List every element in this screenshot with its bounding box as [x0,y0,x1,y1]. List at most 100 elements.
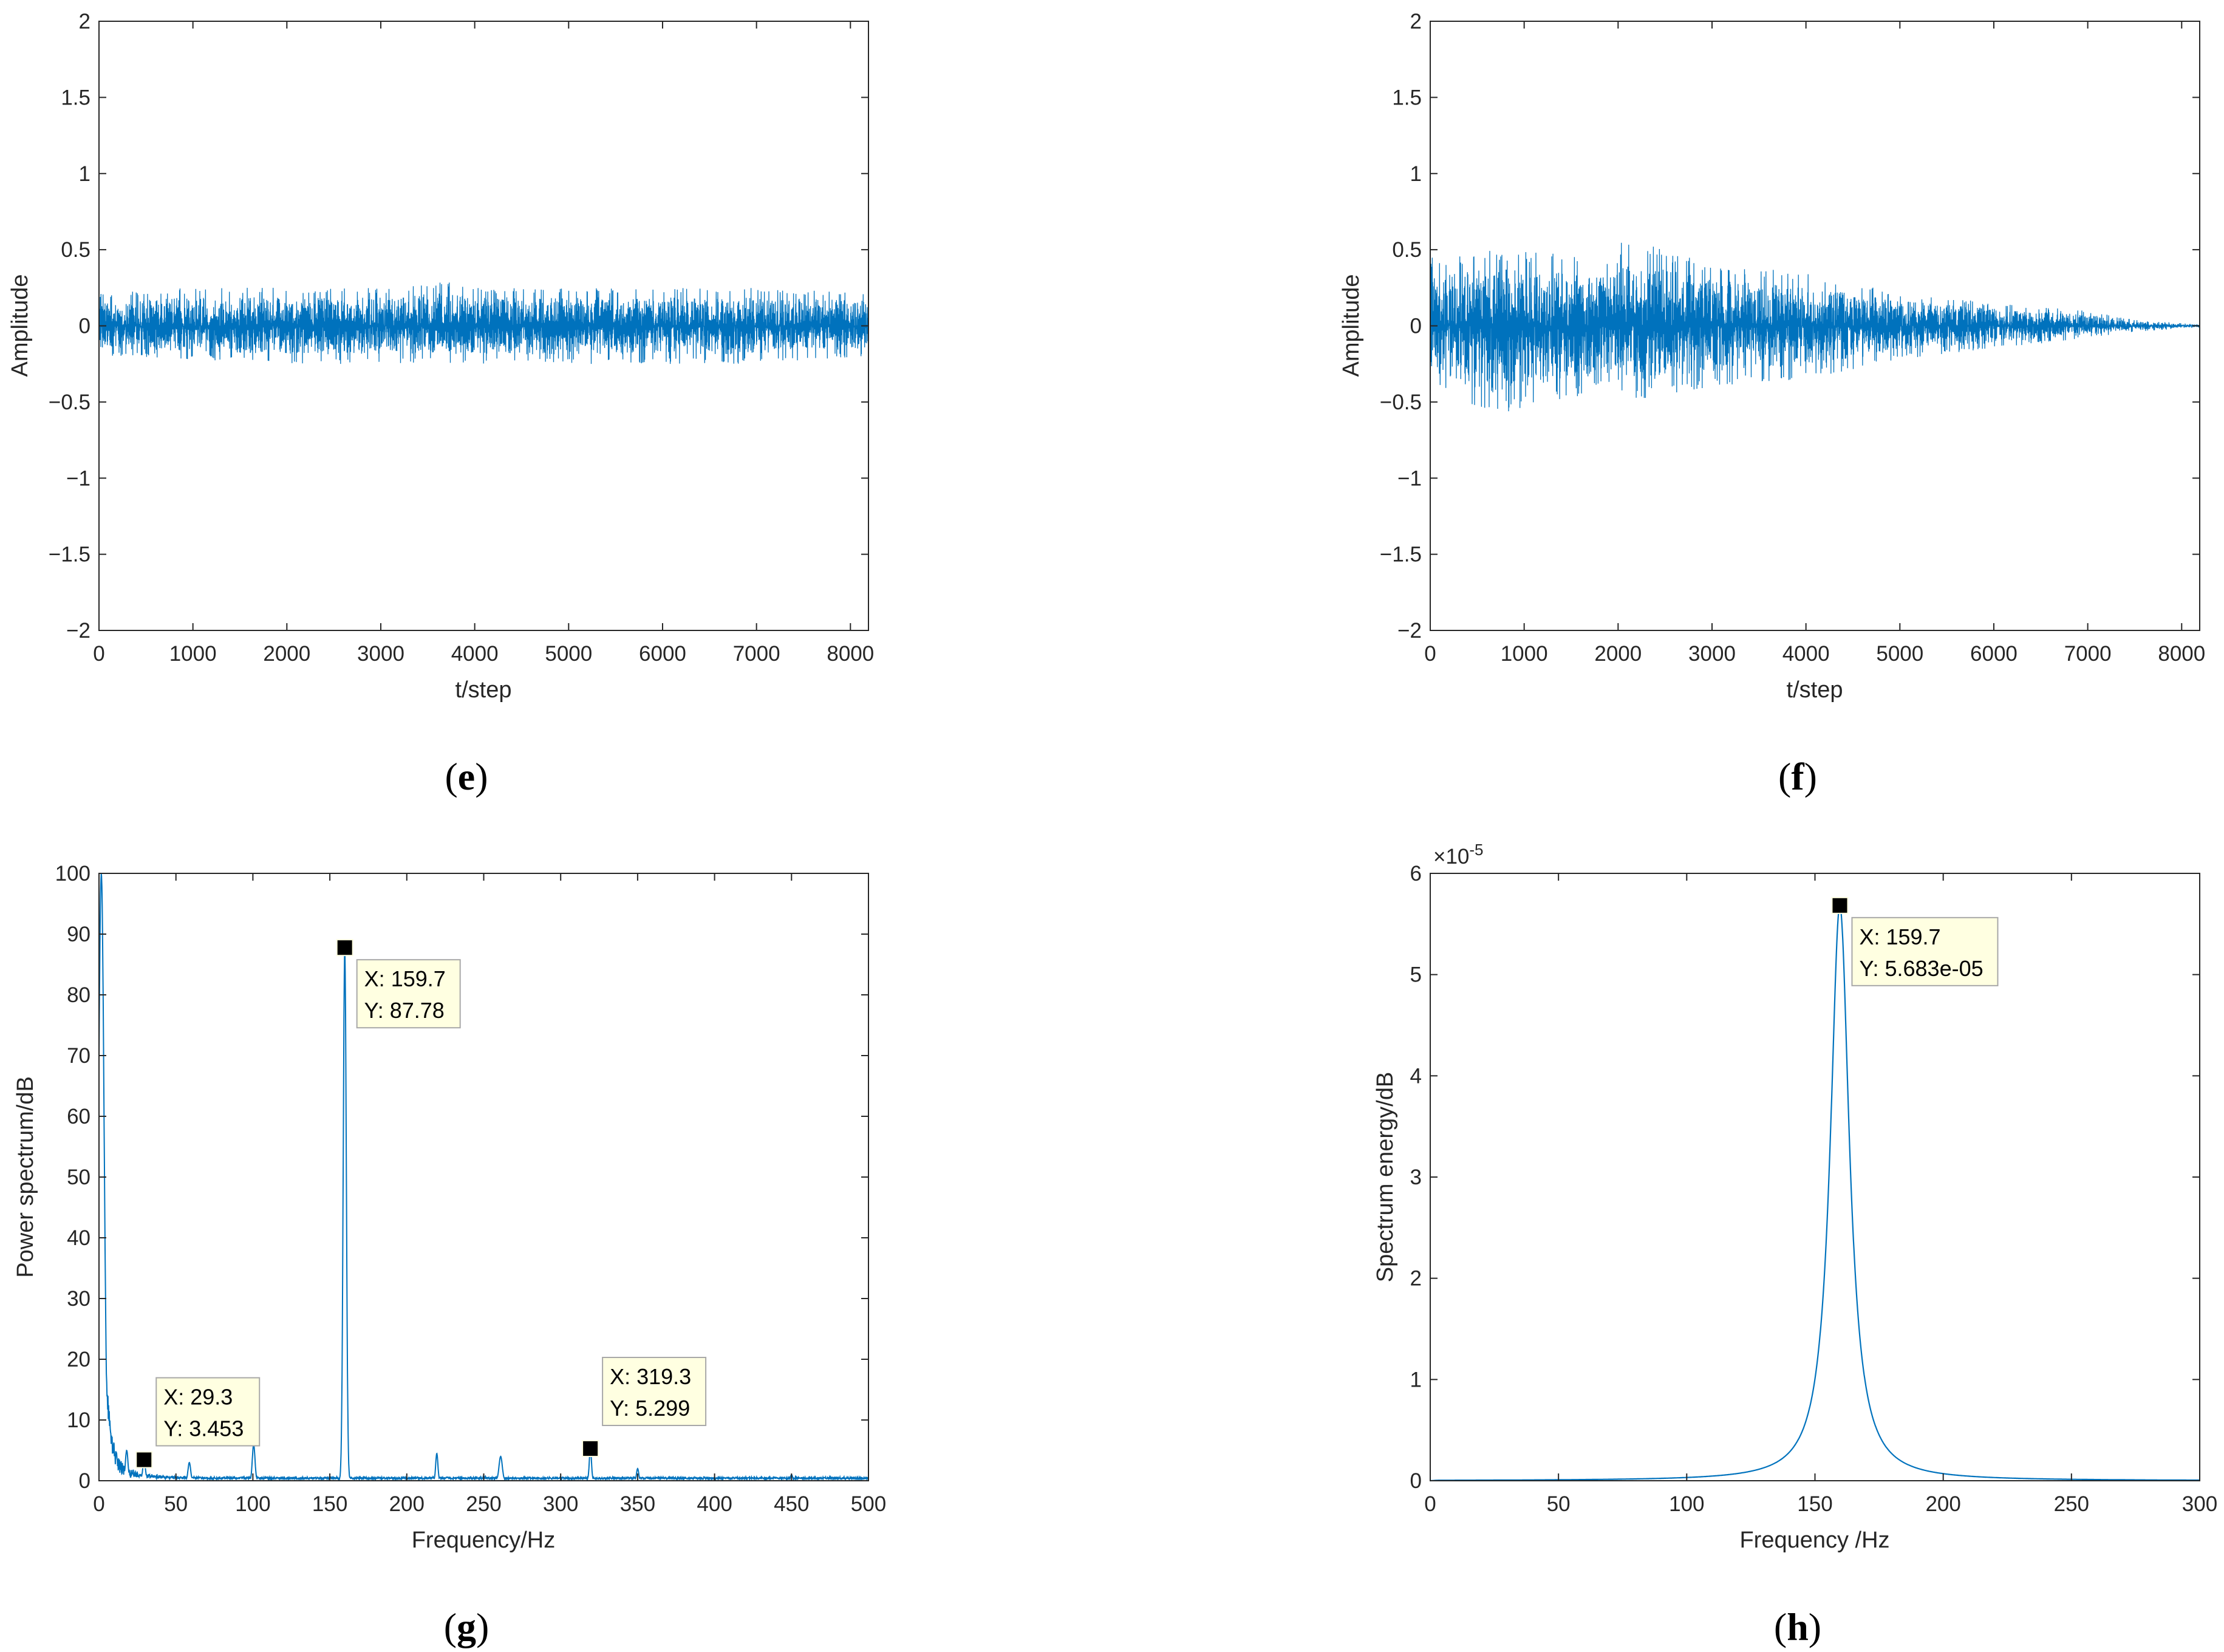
chart-h-xtick-label: 150 [1797,1492,1832,1516]
chart-g-ytick-label: 50 [67,1166,90,1189]
chart-g-datatip-x: X: 29.3 [163,1384,233,1409]
chart-g-ytick-label: 10 [67,1408,90,1432]
chart-h-xtick-label: 0 [1424,1492,1436,1516]
chart-f-ytick-label: −1 [1397,466,1422,490]
chart-e-xtick-label: 1000 [169,642,217,666]
chart-g-datatip[interactable]: X: 29.3 Y: 3.453 [135,1377,261,1469]
chart-h-xtick-label: 200 [1925,1492,1960,1516]
chart-g: 0 10 20 30 40 50 60 70 80 90 100 0 50 100 150 200 250 30… [13,862,886,1648]
chart-f-xtick-label: 1000 [1501,642,1548,666]
chart-e-ytick-label: 0 [79,315,90,338]
chart-e-xtick-label: 4000 [451,642,499,666]
chart-e-ytick-label: −2 [66,619,90,643]
chart-h-xtick-label: 50 [1547,1492,1571,1516]
chart-h-yticks: 0 1 2 3 4 5 6 [1410,862,2200,1493]
chart-g-ytick-label: 90 [67,923,90,946]
chart-e-xtick-label: 7000 [733,642,780,666]
chart-f-signal [1430,242,2200,412]
chart-f-yticks: −2 −1.5 −1 −0.5 0 0.5 1 1.5 2 [1380,10,2200,643]
chart-g-ytick-label: 40 [67,1226,90,1250]
chart-h-datatip[interactable]: X: 159.7 Y: 5.683e-05 [1831,896,1999,986]
chart-f-ytick-label: 0 [1410,315,1422,338]
chart-f-ytick-label: −2 [1397,619,1422,643]
chart-e-ytick-label: 1.5 [61,86,90,109]
chart-g-datatip-box [155,1377,261,1447]
chart-f-ytick-label: −1.5 [1380,543,1422,567]
chart-e-axes-box [98,21,869,631]
chart-h-ytick-label: 6 [1410,862,1422,886]
chart-f-xtick-label: 4000 [1782,642,1830,666]
chart-g-panel-label: (g) [444,1605,489,1648]
chart-f-xtick-label: 6000 [1970,642,2018,666]
chart-e: −2 −1.5 −1 −0.5 0 0.5 1 1.5 2 0 1000 2000 3000 4000 5… [7,10,874,798]
chart-g-datatip-y: Y: 87.78 [364,998,445,1023]
chart-e-ytick-label: 1 [79,162,90,186]
chart-g-datatip-marker[interactable] [336,939,353,957]
chart-g-xtick-label: 450 [774,1492,809,1516]
chart-h-ytick-label: 3 [1410,1166,1422,1189]
chart-g-xtick-label: 200 [389,1492,425,1516]
chart-h-xtick-label: 300 [2182,1492,2217,1516]
chart-h-ytick-label: 2 [1410,1267,1422,1291]
chart-g-xtick-label: 300 [543,1492,578,1516]
chart-e-ytick-label: 2 [79,10,90,33]
chart-h-y-exponent: ×10-5 [1433,841,1484,869]
chart-f-panel-label: (f) [1778,755,1817,798]
chart-h-axes-box [1430,873,2200,1481]
chart-h: 0 1 2 3 4 5 6 0 50 100 150 200 250 300 ×10-5 X: 159.… [1373,841,2217,1648]
chart-g-xlabel: Frequency/Hz [412,1527,556,1553]
chart-e-ytick-label: −0.5 [49,391,90,414]
chart-h-datatip-x: X: 159.7 [1859,924,1940,949]
chart-g-xtick-label: 500 [851,1492,886,1516]
chart-e-panel-label: (e) [445,755,488,798]
chart-g-axes-box [98,873,869,1481]
chart-h-datatips: X: 159.7 Y: 5.683e-05 [1831,896,1999,986]
chart-f-ytick-label: 1.5 [1392,86,1422,109]
chart-h-datatip-marker[interactable] [1831,896,1849,914]
chart-f-ytick-label: −0.5 [1380,391,1422,414]
chart-e-xtick-label: 5000 [545,642,592,666]
chart-f-axes-box [1430,21,2200,631]
chart-h-datatip-y: Y: 5.683e-05 [1859,956,1983,981]
chart-e-xtick-label: 6000 [639,642,686,666]
chart-f-xtick-label: 5000 [1876,642,1923,666]
chart-e-ytick-label: 0.5 [61,238,90,262]
chart-g-ytick-label: 0 [79,1469,90,1493]
chart-f-xtick-label: 7000 [2064,642,2112,666]
chart-g-datatip[interactable]: X: 319.3 Y: 5.299 [582,1357,707,1458]
chart-g-xtick-label: 350 [620,1492,655,1516]
chart-f-ytick-label: 2 [1410,10,1422,33]
chart-h-spectrum [1430,904,2200,1482]
chart-g-xtick-label: 0 [93,1492,104,1516]
chart-e-signal [98,282,869,364]
chart-h-ytick-label: 1 [1410,1368,1422,1391]
chart-g-datatips: X: 159.7 Y: 87.78 X: 29.3 Y: 3.453 X: 319.3 Y… [135,939,707,1469]
chart-h-panel-label: (h) [1774,1605,1821,1648]
chart-f-xtick-label: 0 [1424,642,1436,666]
chart-g-datatip-box [356,959,461,1029]
chart-e-ylabel: Amplitude [7,275,33,377]
chart-g-datatip[interactable]: X: 159.7 Y: 87.78 [336,939,461,1029]
chart-e-xtick-label: 2000 [263,642,310,666]
chart-h-ytick-label: 4 [1410,1064,1422,1088]
chart-h-datatip-box [1851,916,1999,986]
chart-h-ylabel: Spectrum energy/dB [1373,1072,1398,1282]
chart-g-xtick-label: 400 [697,1492,732,1516]
chart-g-datatip-marker[interactable] [582,1440,599,1458]
chart-g-datatip-box [602,1357,707,1427]
chart-g-ytick-label: 30 [67,1287,90,1311]
chart-h-xtick-label: 250 [2054,1492,2089,1516]
chart-g-datatip-marker[interactable] [135,1451,153,1469]
chart-f-xtick-label: 3000 [1688,642,1736,666]
chart-f-ylabel: Amplitude [1339,275,1364,377]
chart-g-datatip-y: Y: 3.453 [163,1416,244,1441]
chart-f-xtick-label: 8000 [2158,642,2205,666]
chart-g-ytick-label: 20 [67,1348,90,1371]
chart-f-xlabel: t/step [1787,677,1843,703]
chart-g-ytick-label: 80 [67,983,90,1007]
chart-g-ytick-label: 70 [67,1044,90,1068]
chart-e-xtick-label: 0 [93,642,104,666]
chart-e-ytick-label: −1 [66,466,90,490]
chart-h-xtick-label: 100 [1669,1492,1704,1516]
